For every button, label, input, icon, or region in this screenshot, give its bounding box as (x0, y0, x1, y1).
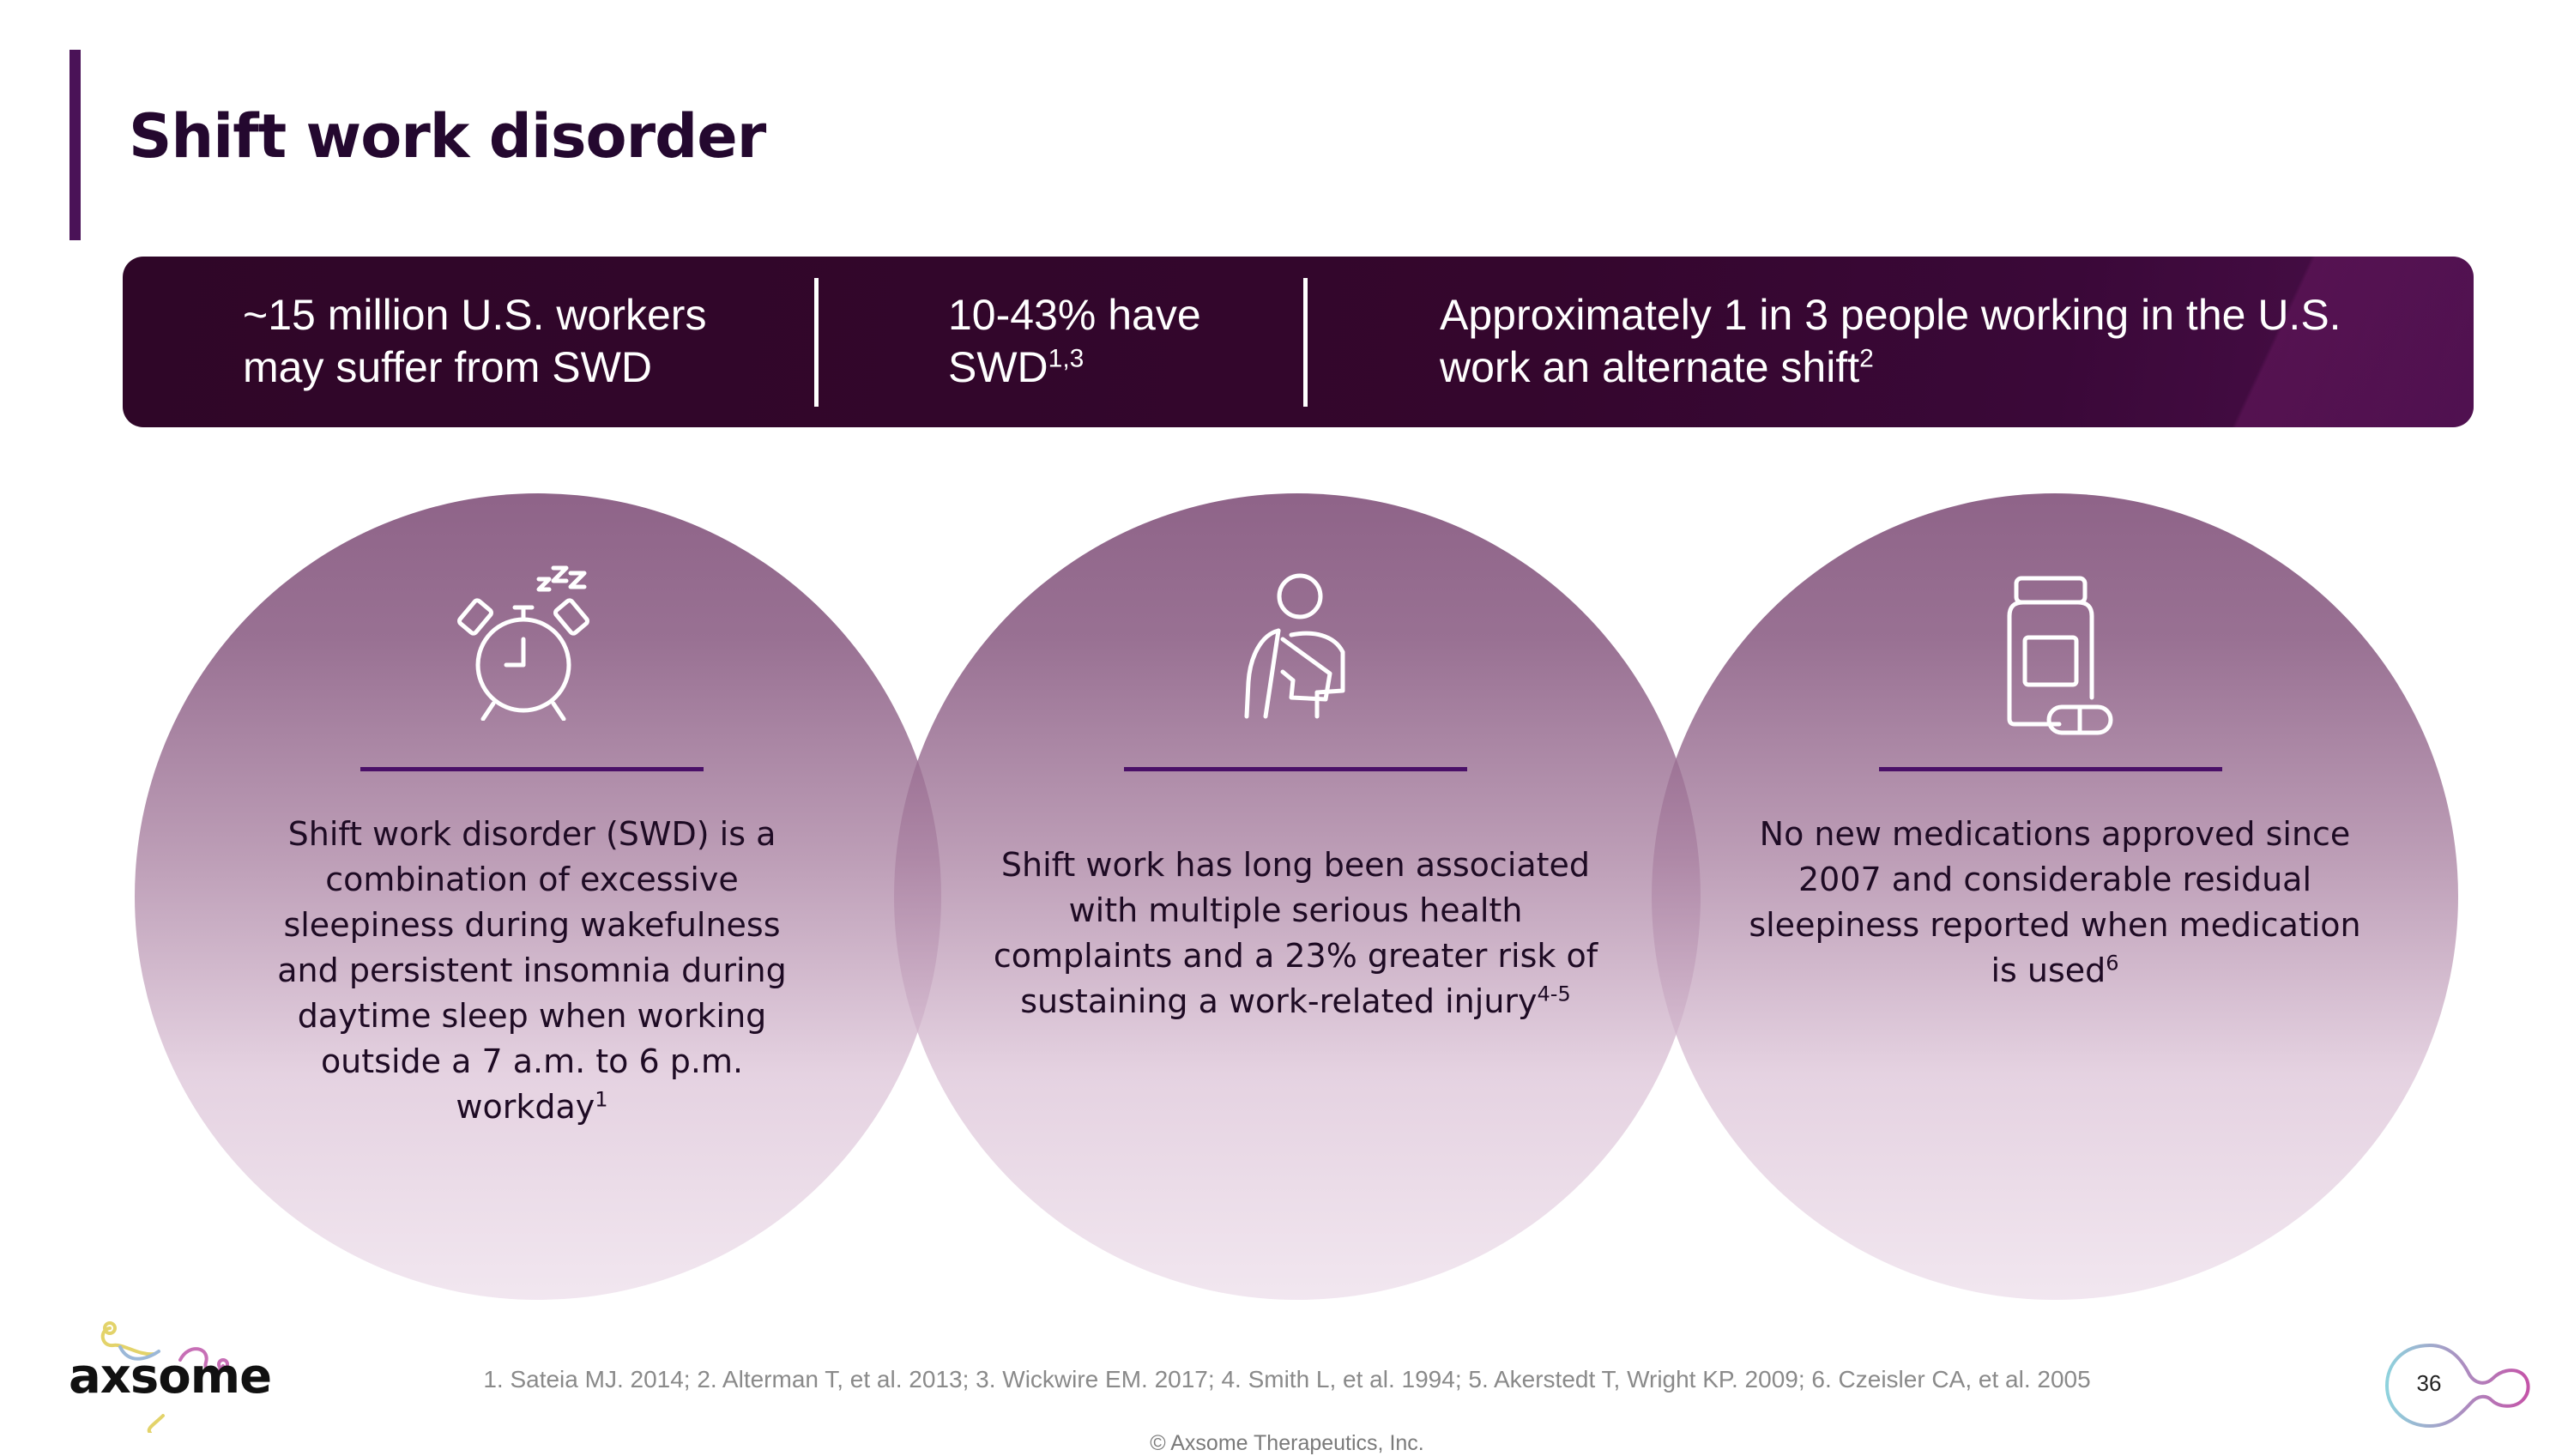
circle-definition (135, 493, 941, 1300)
text-line: workday1 (206, 1084, 858, 1130)
circle-health-risk-text: Shift work has long been associated with… (970, 843, 1622, 1024)
stat-alternate-shift: Approximately 1 in 3 people working in t… (1440, 289, 2341, 394)
banner-shine (2113, 257, 2474, 427)
page-number-badge (2385, 1343, 2530, 1429)
reference-superscript: 1 (595, 1087, 608, 1112)
circle-medications (1652, 493, 2458, 1300)
axsome-logo-graphic (100, 1321, 229, 1433)
references-footnote: 1. Sateia MJ. 2014; 2. Alterman T, et al… (483, 1366, 2091, 1393)
circle-health-risk (894, 493, 1701, 1300)
stat-workers-line1: ~15 million U.S. workers (243, 291, 707, 339)
text-line: outside a 7 a.m. to 6 p.m. (320, 1042, 744, 1080)
text-line: Shift work has long been associated (1000, 846, 1591, 884)
text-line: and persistent insomnia during (277, 952, 787, 989)
text-last: workday (456, 1088, 595, 1126)
stat-alternate-shift-line1: Approximately 1 in 3 people working in t… (1440, 291, 2341, 339)
pill-bottle-icon (2007, 576, 2113, 735)
text-line: with multiple serious health (1068, 891, 1523, 929)
text-line: 2007 and considerable residual (1798, 861, 2312, 898)
stat-prevalence-ref: 1,3 (1048, 344, 1085, 373)
divider-rule (1124, 767, 1467, 771)
stat-prevalence-line1: 10-43% have (948, 291, 1201, 339)
injured-arm-sling-icon (1244, 573, 1345, 719)
text-last: is used (1991, 952, 2106, 989)
text-line: daytime sleep when working (297, 997, 767, 1035)
page-number: 36 (2416, 1370, 2442, 1396)
text-line: No new medications approved since (1759, 815, 2351, 853)
stat-alternate-shift-line2: work an alternate shift2 (1440, 341, 2341, 394)
stat-workers-line2: may suffer from SWD (243, 343, 652, 391)
reference-superscript: 4-5 (1537, 982, 1571, 1006)
divider-rule (360, 767, 704, 771)
text-line: complaints and a 23% greater risk of (993, 937, 1598, 975)
axsome-logo-wordmark: axsome (69, 1349, 272, 1405)
page-title: Shift work disorder (129, 101, 766, 172)
circle-definition-text: Shift work disorder (SWD) is a combinati… (206, 812, 858, 1130)
text-last: sustaining a work-related injury (1020, 982, 1538, 1020)
stats-banner: ~15 million U.S. workers may suffer from… (123, 257, 2474, 427)
banner-divider (814, 278, 819, 407)
text-line: Shift work disorder (SWD) is a (287, 815, 776, 853)
circle-medications-text: No new medications approved since 2007 a… (1729, 812, 2381, 994)
stat-alternate-shift-text: work an alternate shift (1440, 343, 1860, 391)
stat-prevalence-text: SWD (948, 343, 1048, 391)
text-line: combination of excessive (325, 861, 739, 898)
text-line: sleepiness during wakefulness (283, 906, 781, 944)
stat-workers: ~15 million U.S. workers may suffer from… (243, 289, 706, 394)
alarm-clock-sleep-icon (457, 565, 589, 721)
title-accent-bar (69, 50, 81, 240)
divider-rule (1879, 767, 2222, 771)
stat-prevalence-line2: SWD1,3 (948, 341, 1201, 394)
copyright: © Axsome Therapeutics, Inc. (1150, 1431, 1424, 1455)
stat-alternate-shift-ref: 2 (1859, 344, 1874, 373)
stat-prevalence: 10-43% have SWD1,3 (948, 289, 1201, 394)
reference-superscript: 6 (2106, 951, 2119, 976)
text-line: is used6 (1729, 948, 2381, 994)
banner-divider (1303, 278, 1308, 407)
text-line: sustaining a work-related injury4-5 (970, 979, 1622, 1024)
text-line: sleepiness reported when medication (1749, 906, 2361, 944)
